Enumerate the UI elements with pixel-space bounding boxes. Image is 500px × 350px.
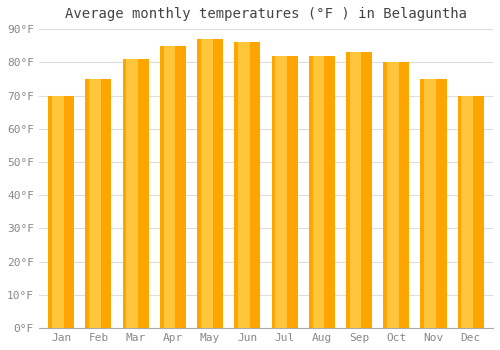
Bar — [89, 79, 101, 328]
Bar — [276, 56, 287, 328]
Bar — [272, 56, 297, 328]
Bar — [238, 42, 250, 328]
Bar — [126, 59, 138, 328]
Bar — [86, 79, 112, 328]
Bar — [52, 96, 64, 328]
Bar — [312, 56, 324, 328]
Bar — [350, 52, 362, 328]
Bar — [346, 52, 372, 328]
Bar — [462, 96, 473, 328]
Bar — [383, 62, 409, 328]
Title: Average monthly temperatures (°F ) in Belaguntha: Average monthly temperatures (°F ) in Be… — [65, 7, 467, 21]
Bar — [424, 79, 436, 328]
Bar — [308, 56, 335, 328]
Bar — [387, 62, 398, 328]
Bar — [164, 46, 175, 328]
Bar — [420, 79, 446, 328]
Bar — [234, 42, 260, 328]
Bar — [160, 46, 186, 328]
Bar — [197, 39, 223, 328]
Bar — [201, 39, 212, 328]
Bar — [458, 96, 483, 328]
Bar — [48, 96, 74, 328]
Bar — [122, 59, 148, 328]
